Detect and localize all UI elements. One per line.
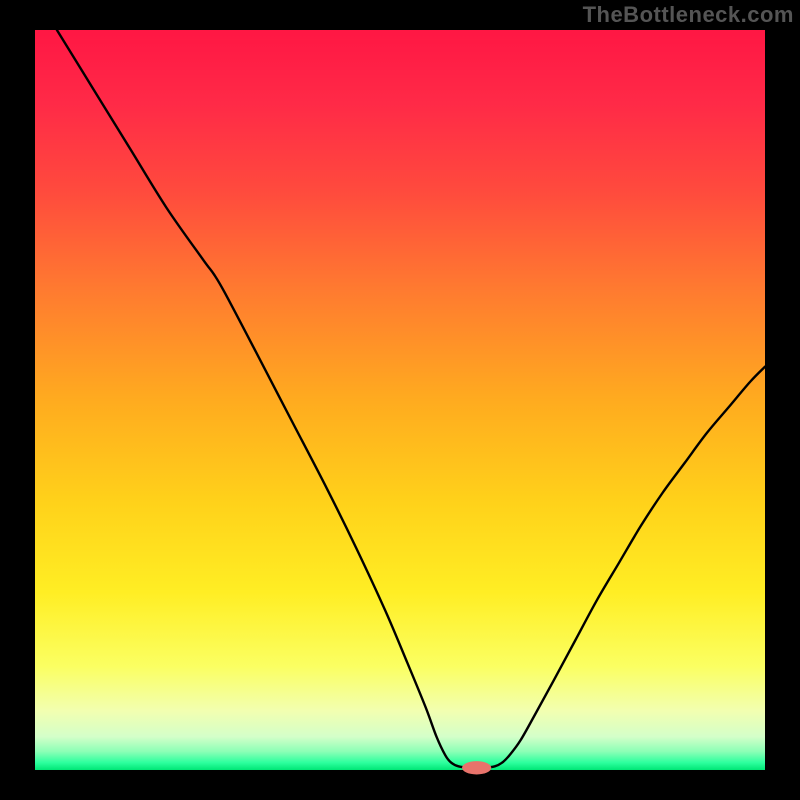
bottleneck-chart <box>0 0 800 800</box>
optimal-marker <box>462 761 491 774</box>
watermark-text: TheBottleneck.com <box>583 2 794 28</box>
chart-container: TheBottleneck.com <box>0 0 800 800</box>
